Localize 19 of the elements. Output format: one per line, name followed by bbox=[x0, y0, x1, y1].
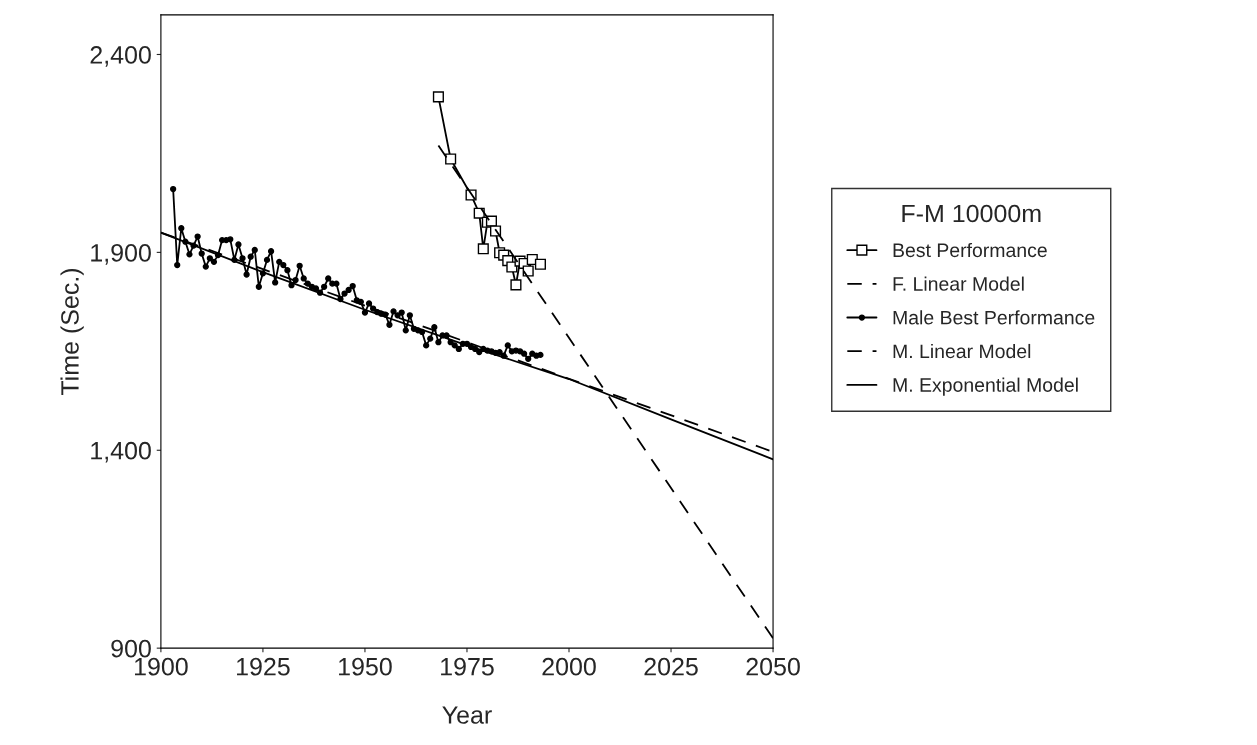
x-tick-label: 1900 bbox=[135, 657, 188, 676]
x-tick-label: 1925 bbox=[237, 657, 290, 676]
y-tick-label: 1,900 bbox=[91, 243, 151, 265]
x-tick-label: 2025 bbox=[644, 657, 698, 676]
x-tick-label: 1975 bbox=[441, 657, 494, 676]
legend-label: F. Linear Model bbox=[893, 276, 1024, 291]
x-tick-label: 2000 bbox=[542, 657, 596, 676]
y-tick-label: 2,400 bbox=[90, 46, 151, 67]
legend-label: M. Exponential Model bbox=[893, 377, 1078, 396]
y-axis-title: Time (Sec.) bbox=[60, 268, 84, 396]
y-tick-label: 1,400 bbox=[91, 441, 151, 463]
x-tick-label: 1950 bbox=[339, 657, 392, 676]
legend-label: M. Linear Model bbox=[893, 343, 1031, 359]
legend-title: F-M 10000m bbox=[902, 204, 1041, 223]
legend-label: Male Best Performance bbox=[893, 310, 1095, 325]
x-axis-title: Year bbox=[442, 706, 492, 724]
y-tick-label: 900 bbox=[111, 639, 151, 658]
x-tick-label: 2050 bbox=[746, 657, 800, 676]
legend-label: Best Performance bbox=[893, 242, 1047, 258]
